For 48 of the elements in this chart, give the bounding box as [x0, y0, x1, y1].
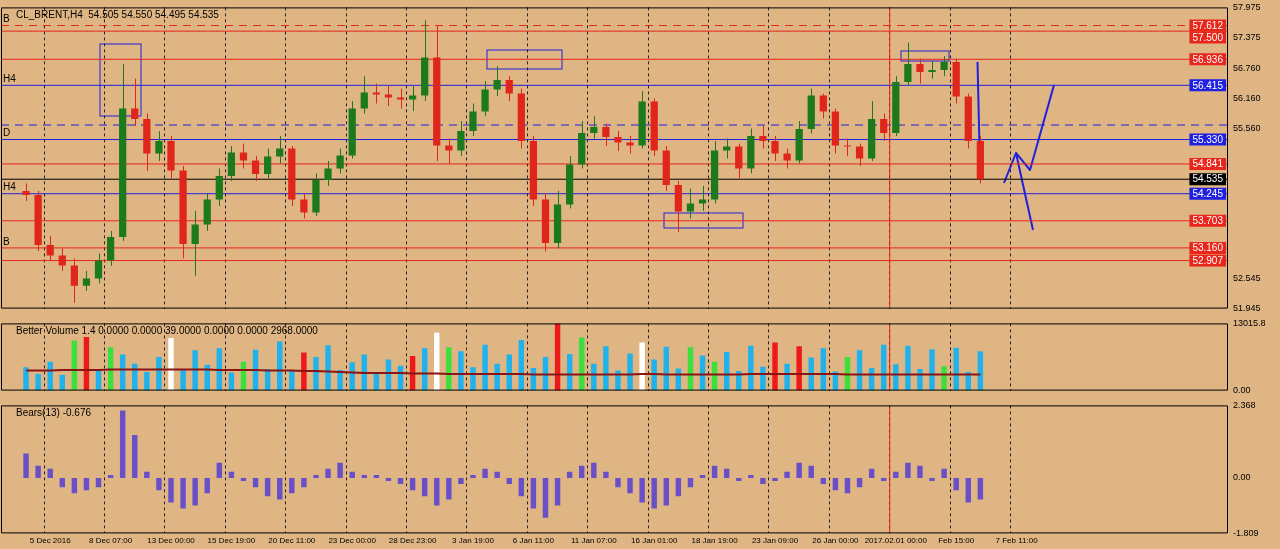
x-tick-label: 23 Dec 00:00 — [328, 536, 377, 546]
ref-line-label: 56.936 — [1192, 53, 1224, 65]
ref-line-label: 55.330 — [1192, 133, 1224, 145]
chart-title: Better Volume 1.4 0.0000 0.0000 39.0000 0.0000 0.0000 2968.0000 — [16, 325, 319, 337]
ref-line-label: 53.703 — [1192, 215, 1224, 227]
x-tick-label: Feb 15:00 — [938, 536, 975, 546]
x-tick-label: 3 Jan 19:00 — [452, 536, 495, 546]
chart-title: CL_BRENT,H4 54.505 54.550 54.495 54.535 — [16, 9, 220, 21]
annotation: B — [3, 13, 10, 25]
y-tick-label: 0.00 — [1233, 472, 1251, 483]
y-tick-label: 51.945 — [1233, 303, 1261, 314]
x-tick-label: 6 Jan 11:00 — [512, 536, 555, 546]
x-tick-label: 26 Jan 00:00 — [812, 536, 860, 546]
annotation: B — [3, 235, 10, 247]
chart-title: Bears(13) -0.676 — [16, 407, 92, 419]
x-tick-label: 2017.02.01 00:00 — [864, 536, 928, 546]
y-tick-label: 57.975 — [1233, 1, 1261, 12]
x-tick-label: 7 Feb 11:00 — [995, 536, 1039, 546]
x-tick-label: 8 Dec 07:00 — [89, 536, 133, 546]
x-tick-label: 20 Dec 11:00 — [268, 536, 316, 546]
x-tick-label: 13 Dec 00:00 — [147, 536, 196, 546]
ref-line-label: 54.841 — [1192, 158, 1224, 170]
annotation: H4 — [3, 73, 17, 85]
x-tick-label: 16 Jan 01:00 — [631, 536, 678, 546]
ref-line-label: 54.245 — [1192, 187, 1224, 199]
y-tick-label: 55.560 — [1233, 122, 1261, 133]
x-tick-label: 15 Dec 19:00 — [207, 536, 256, 546]
annotation: D — [3, 127, 11, 139]
x-tick-label: 5 Dec 2016 — [29, 536, 72, 546]
y-tick-label: 56.160 — [1233, 92, 1261, 103]
ref-line-label: 52.907 — [1192, 254, 1224, 266]
ref-line-label: 53.160 — [1192, 242, 1224, 254]
y-tick-label: 2.368 — [1233, 399, 1256, 410]
y-tick-label: -1.809 — [1233, 527, 1259, 538]
ref-line-label: 57.612 — [1192, 19, 1224, 31]
x-tick-label: 18 Jan 19:00 — [691, 536, 739, 546]
ref-line-label: 56.415 — [1192, 79, 1224, 91]
x-tick-label: 23 Jan 09:00 — [751, 536, 799, 546]
y-tick-label: 13015.8 — [1233, 317, 1266, 328]
ref-line-label: 54.535 — [1192, 173, 1224, 185]
y-tick-label: 52.545 — [1233, 273, 1261, 284]
annotation: H4 — [3, 181, 17, 193]
y-tick-label: 57.375 — [1233, 31, 1261, 42]
x-tick-label: 28 Dec 23:00 — [388, 536, 437, 546]
y-tick-label: 56.760 — [1233, 62, 1261, 73]
x-tick-label: 11 Jan 07:00 — [570, 536, 618, 546]
ref-line-label: 57.500 — [1192, 31, 1224, 43]
y-tick-label: 0.00 — [1233, 385, 1251, 396]
